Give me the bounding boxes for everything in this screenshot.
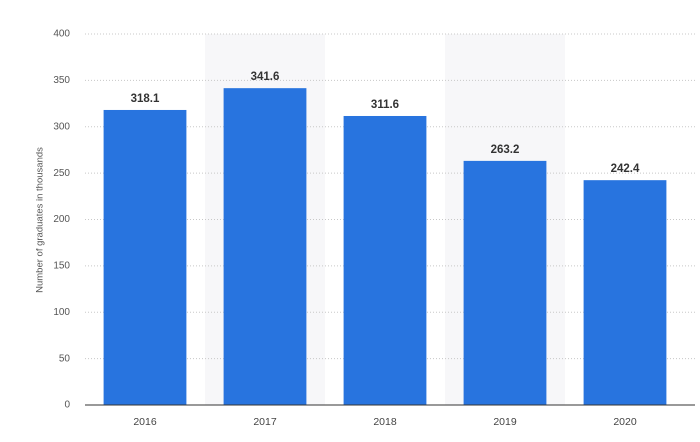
y-tick-label: 350 (53, 75, 70, 86)
value-label: 263.2 (491, 144, 520, 156)
x-tick-label: 2020 (613, 416, 637, 428)
y-tick-label: 0 (64, 400, 70, 411)
y-tick-label: 250 (53, 168, 70, 179)
value-label: 311.6 (371, 99, 399, 111)
x-tick-label: 2017 (253, 416, 277, 428)
y-tick-label: 200 (53, 214, 70, 225)
bar (103, 109, 187, 405)
x-tick-label: 2019 (493, 416, 517, 428)
y-axis-label: Number of graduates in thousands (35, 147, 46, 293)
bar (343, 115, 427, 405)
y-tick-label: 150 (53, 261, 70, 272)
y-tick-label: 300 (53, 121, 70, 132)
x-tick-label: 2016 (133, 416, 157, 428)
bar (463, 160, 547, 405)
value-label: 318.1 (131, 93, 160, 105)
bar (583, 180, 667, 405)
y-tick-label: 400 (53, 29, 70, 40)
value-label: 341.6 (251, 71, 280, 83)
y-tick-label: 100 (53, 307, 70, 318)
x-tick-label: 2018 (373, 416, 397, 428)
value-label: 242.4 (611, 163, 640, 175)
bar (223, 88, 307, 405)
y-tick-label: 50 (59, 353, 71, 364)
